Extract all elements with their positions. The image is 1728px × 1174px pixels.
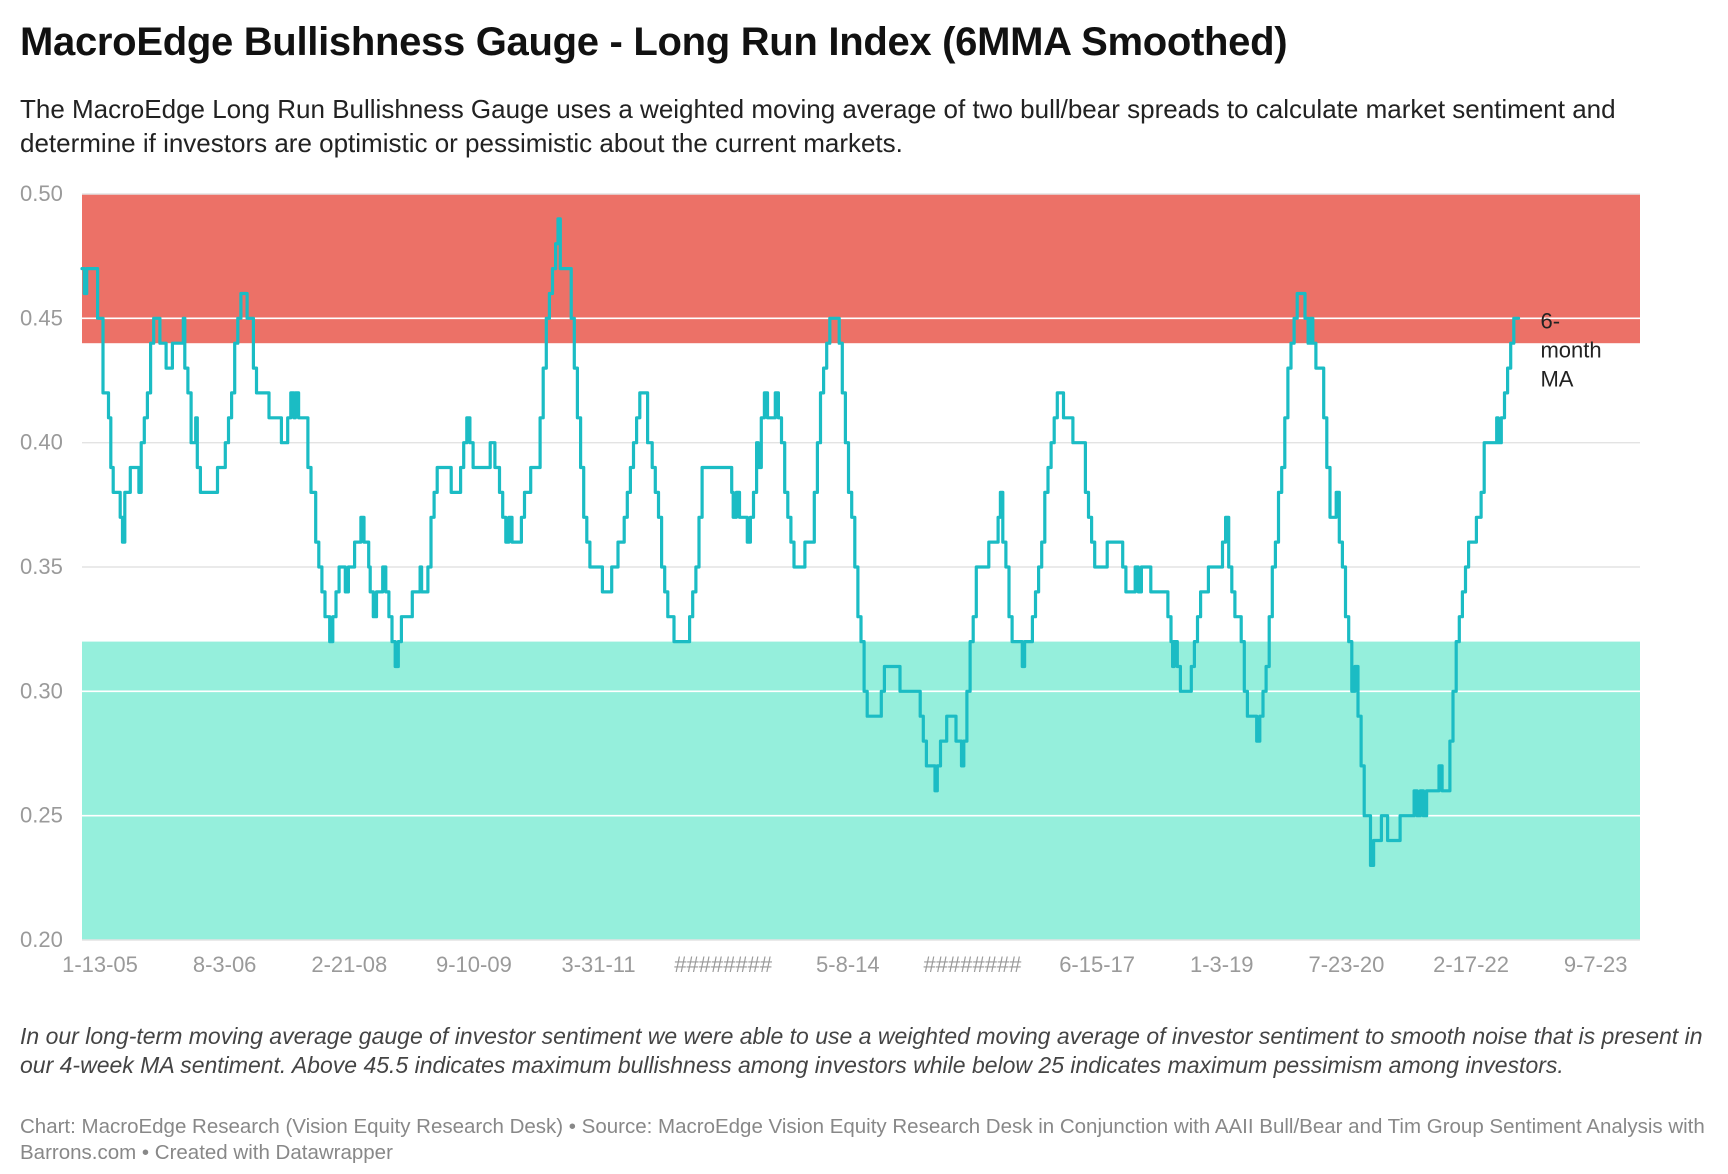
x-tick-label: 3-31-11 — [561, 952, 635, 977]
x-tick-label: 6-15-17 — [1059, 952, 1135, 977]
x-tick-label: 5-8-14 — [816, 952, 880, 977]
series-end-label: MA — [1540, 366, 1573, 391]
x-tick-label: 9-10-09 — [436, 952, 512, 977]
x-tick-label: 1-13-05 — [62, 952, 138, 977]
bullish-zone-band — [82, 194, 1640, 344]
y-tick-label: 0.35 — [20, 554, 63, 579]
x-axis: 1-13-05 8-3-06 2-21-08 9-10-09 3-31-11 ######… — [62, 952, 1627, 977]
chart-area: 0.20 0.25 0.30 0.35 0.40 0.45 0.50 1-13-05 8-3-… — [0, 180, 1728, 980]
y-tick-label: 0.20 — [20, 927, 63, 952]
x-tick-label: 8-3-06 — [193, 952, 257, 977]
x-tick-label: ######## — [674, 952, 773, 977]
y-tick-label: 0.40 — [20, 430, 63, 455]
gridlines — [82, 193, 1640, 941]
series-label: 6- month MA — [1540, 308, 1601, 391]
x-tick-label: 9-7-23 — [1564, 952, 1628, 977]
x-tick-label: 7-23-20 — [1308, 952, 1384, 977]
bearish-zone-band — [82, 641, 1640, 940]
x-tick-label: ######## — [924, 952, 1023, 977]
y-tick-label: 0.45 — [20, 305, 63, 330]
y-tick-label: 0.30 — [20, 678, 63, 703]
series-line-6-month-ma — [80, 217, 1521, 867]
chart-subtitle: The MacroEdge Long Run Bullishness Gauge… — [20, 94, 1616, 158]
x-tick-label: 1-3-19 — [1190, 952, 1254, 977]
y-axis: 0.20 0.25 0.30 0.35 0.40 0.45 0.50 — [20, 181, 63, 952]
chart-footer: Chart: MacroEdge Research (Vision Equity… — [20, 1115, 1705, 1164]
series-end-label: month — [1540, 337, 1601, 362]
line-chart: 0.20 0.25 0.30 0.35 0.40 0.45 0.50 1-13-05 8-3-… — [20, 181, 1640, 977]
x-tick-label: 2-17-22 — [1433, 952, 1509, 977]
y-tick-label: 0.25 — [20, 803, 63, 828]
series-group — [80, 217, 1521, 867]
y-tick-label: 0.50 — [20, 181, 63, 206]
chart-notes: In our long-term moving average gauge of… — [20, 1023, 1703, 1078]
x-tick-label: 2-21-08 — [311, 952, 387, 977]
chart-title: MacroEdge Bullishness Gauge - Long Run I… — [20, 20, 1288, 64]
series-end-label: 6- — [1540, 308, 1560, 333]
